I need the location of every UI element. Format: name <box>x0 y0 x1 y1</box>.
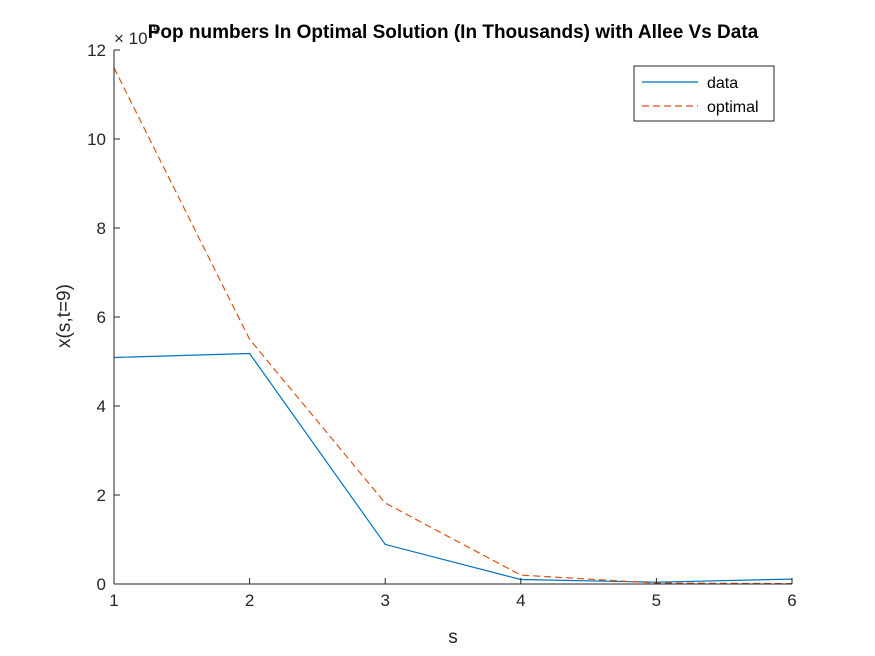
y-tick-label: 0 <box>97 575 106 594</box>
y-exponent-power: 5 <box>153 23 160 37</box>
legend-box <box>633 65 775 122</box>
chart-title: Pop numbers In Optimal Solution (In Thou… <box>148 22 759 43</box>
x-tick-label: 3 <box>380 591 389 610</box>
legend-entries: data optimal <box>642 75 759 116</box>
y-exponent-label: × 10 5 <box>114 23 160 48</box>
y-tick-label: 12 <box>87 41 106 60</box>
series-line-data <box>113 352 793 583</box>
y-exponent-base: × 10 <box>114 29 148 48</box>
y-tick-label: 4 <box>97 397 106 416</box>
y-tick-label: 2 <box>97 486 106 505</box>
y-tick-label: 8 <box>97 219 106 238</box>
legend: data optimal <box>633 65 775 122</box>
x-tick-label: 2 <box>245 591 254 610</box>
x-axis-label: s <box>448 627 458 648</box>
x-tick-label: 1 <box>109 591 118 610</box>
legend-label-optimal: optimal <box>707 99 759 116</box>
y-tick-label: 10 <box>87 130 106 149</box>
y-tick-label: 6 <box>97 308 106 327</box>
x-tick-label: 5 <box>652 591 661 610</box>
y-axis-label: x(s,t=9) <box>54 284 75 348</box>
legend-label-data: data <box>707 75 738 92</box>
x-tick-label: 4 <box>516 591 525 610</box>
series-line-optimal <box>113 67 793 585</box>
x-tick-label: 6 <box>787 591 796 610</box>
